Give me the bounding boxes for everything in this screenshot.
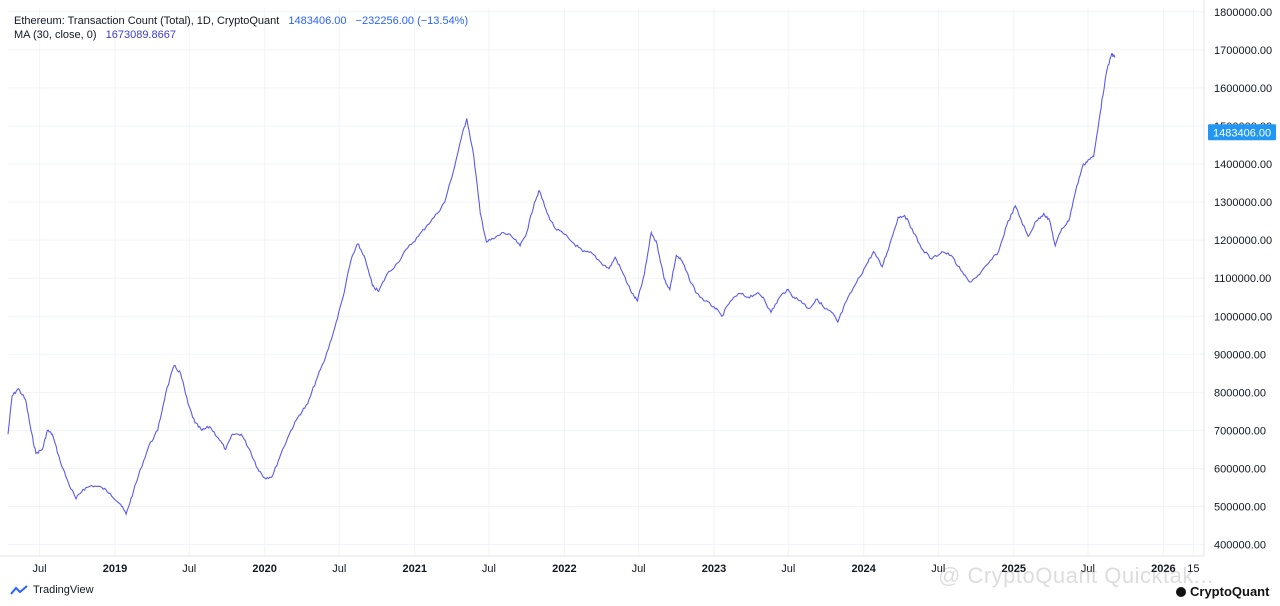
legend-ma-label[interactable]: MA (30, close, 0) [14,29,97,41]
x-tick-label: 2021 [402,563,426,575]
x-tick-label: Jul [182,563,196,575]
y-tick-label: 1800000.00 [1214,7,1272,19]
y-tick-label: 600000.00 [1214,463,1266,475]
y-tick-label: 1100000.00 [1214,273,1271,285]
x-axis: Jul 2019 Jul 2020 Jul 2021 Jul 2022 Jul 2023 Jul 20… [0,555,1204,575]
cryptoquant-brand: CryptoQuant [1176,584,1269,599]
y-tick-label: 1000000.00 [1214,311,1272,323]
legend-change: −232256.00 (−13.54%) [355,15,469,27]
tradingview-logo-icon [10,585,28,595]
y-tick-label: 400000.00 [1214,540,1266,552]
x-tick-label: Jul [781,563,795,575]
x-tick-label: Jul [482,563,496,575]
x-tick-label: Jul [332,563,346,575]
y-axis: 1800000.001700000.001600000.001500000.00… [1203,0,1272,556]
cryptoquant-logo-icon [1176,586,1186,597]
last-value-tag-label: 1483406.00 [1213,127,1271,139]
x-tick-label: 2020 [252,563,276,575]
x-tick-label: Jul [931,563,945,575]
x-tick-label: 2026 [1151,563,1175,575]
series-line-transaction-count[interactable] [7,53,1116,516]
y-tick-label: 900000.00 [1214,349,1266,361]
x-tick-label: Jul [632,563,646,575]
x-tick-label: 2025 [1002,563,1026,575]
x-tick-label: 2019 [103,563,127,575]
last-value-tag-bg [1208,124,1276,141]
x-tick-label: Jul [33,563,47,575]
x-tick-label: 2024 [851,563,876,575]
y-tick-label: 1300000.00 [1214,197,1272,209]
legend-title[interactable]: Ethereum: Transaction Count (Total), 1D,… [14,15,280,27]
cryptoquant-label: CryptoQuant [1190,584,1270,599]
y-tick-label: 1200000.00 [1214,235,1272,247]
x-tick-label: 2022 [552,563,576,575]
y-tick-label: 1700000.00 [1214,45,1272,57]
watermark: @ CryptoQuant Quicktak... [938,563,1214,588]
y-tick-label: 1400000.00 [1214,159,1272,171]
tradingview-brand[interactable]: TradingView [10,584,94,596]
y-tick-label: 500000.00 [1214,502,1266,514]
y-tick-label: 800000.00 [1214,387,1266,399]
legend-ma: MA (30, close, 0) 1673089.8667 [14,28,176,42]
y-tick-label: 1600000.00 [1214,83,1272,95]
legend-value: 1483406.00 [288,15,347,27]
legend-ma-value: 1673089.8667 [105,29,176,41]
tradingview-label: TradingView [33,584,94,596]
x-tick-label: 15 [1187,563,1199,575]
last-value-tag: 1483406.00 [1208,124,1276,141]
grid [8,8,1204,556]
x-tick-label: Jul [1081,563,1095,575]
legend-main: Ethereum: Transaction Count (Total), 1D,… [14,14,468,28]
y-tick-label: 700000.00 [1214,425,1266,437]
x-tick-label: 2023 [702,563,726,575]
